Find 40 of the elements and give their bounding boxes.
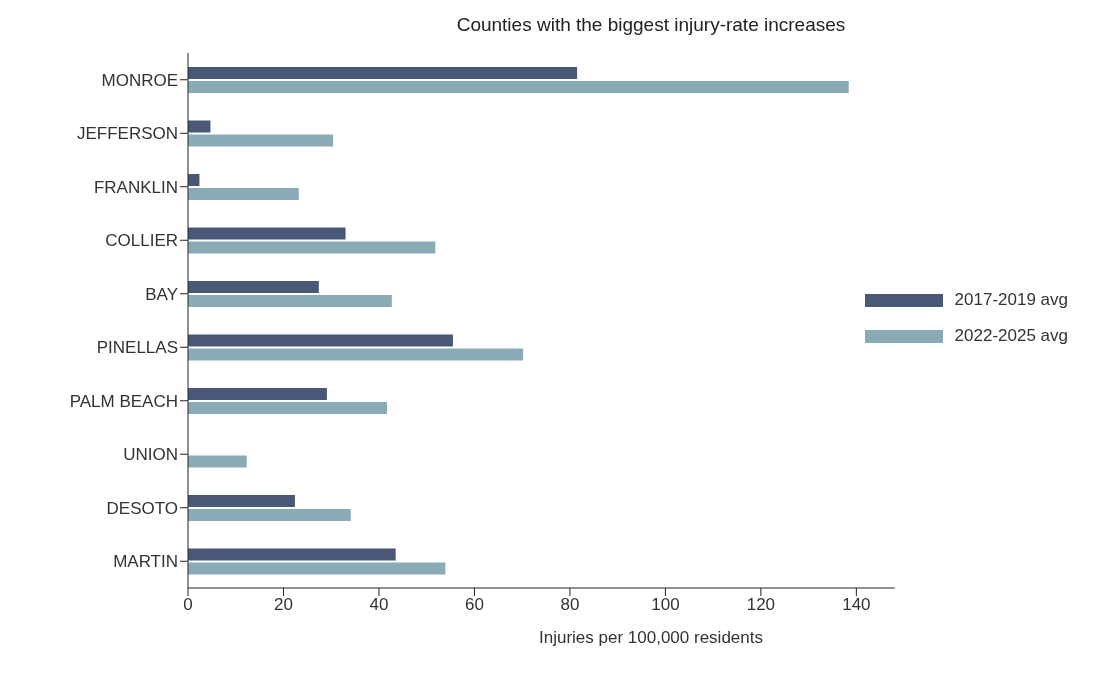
x-tick-label: 120 (746, 595, 776, 615)
bar (188, 548, 396, 561)
y-tick-label: COLLIER (105, 231, 178, 251)
y-tick-label: DESOTO (106, 498, 178, 518)
y-tick-label: UNION (123, 445, 178, 465)
legend-label: 2017-2019 avg (954, 290, 1068, 310)
x-tick-label: 20 (274, 595, 293, 615)
y-tick-label: BAY (145, 284, 178, 304)
y-tick-label: MONROE (101, 70, 178, 90)
x-tick-label: 140 (842, 595, 871, 615)
bar (188, 388, 327, 400)
x-tick-label: 60 (464, 595, 484, 615)
x-axis-title: Injuries per 100,000 residents (538, 628, 764, 648)
bar (188, 281, 319, 293)
bar (188, 495, 295, 507)
legend-label: 2022-2025 avg (954, 326, 1068, 346)
y-tick-label: FRANKLIN (93, 177, 178, 197)
bar (188, 227, 346, 240)
bar (188, 241, 436, 254)
y-tick-label: MARTIN (113, 552, 178, 572)
bar (188, 402, 388, 414)
bar (188, 67, 578, 79)
x-tick-label: 0 (183, 595, 193, 615)
y-tick-label: PALM BEACH (69, 391, 178, 411)
x-tick-label: 100 (651, 595, 680, 615)
bar (188, 509, 351, 521)
chart-title: Counties with the biggest injury-rate increases (455, 14, 847, 36)
bar (188, 348, 524, 361)
bar (188, 81, 849, 93)
x-tick-label: 80 (560, 595, 580, 615)
y-tick-label: PINELLAS (96, 338, 178, 358)
bar (188, 334, 453, 347)
bar (188, 134, 334, 147)
bar (188, 455, 247, 468)
y-tick-label: JEFFERSON (76, 124, 178, 144)
bar (188, 295, 392, 307)
x-tick-label: 40 (369, 595, 389, 615)
bar (188, 188, 299, 200)
bar (188, 562, 446, 575)
bar (188, 120, 211, 133)
